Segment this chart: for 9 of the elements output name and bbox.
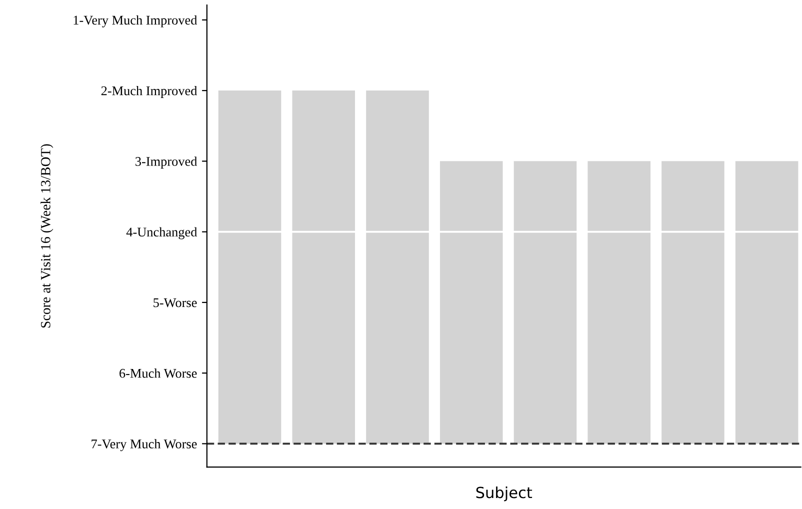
- y-tick-label: 3-Improved: [136, 156, 198, 169]
- y-tick-label: 5-Worse: [154, 298, 197, 308]
- x-axis-title: Subject: [476, 486, 532, 502]
- y-tick-label: 1-Very Much Improved: [74, 15, 198, 28]
- y-tick-label: 6-Much Worse: [120, 368, 197, 378]
- y-tick-label: 2-Much Improved: [101, 86, 198, 98]
- y-tick-label: 7-Very Much Worse: [92, 439, 197, 452]
- y-axis-title: Score at Visit 16 (Week 13/BOT): [40, 144, 54, 328]
- y-tick-label: 4-Unchanged: [126, 227, 198, 240]
